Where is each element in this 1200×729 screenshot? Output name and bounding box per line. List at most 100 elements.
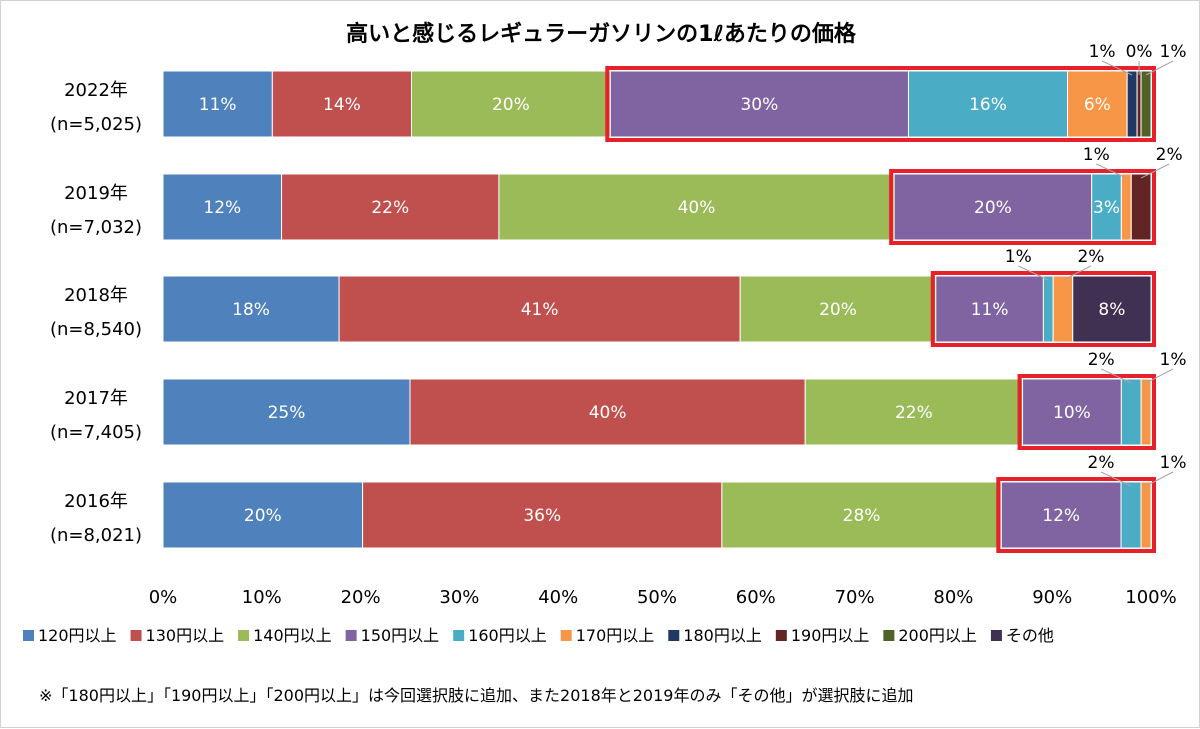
legend-swatch [130,630,142,641]
bar-segment [1140,70,1152,138]
legend: 120円以上 130円以上 140円以上 150円以上 160円以上 170円以上 180円… [23,626,1054,645]
leader-line [1101,60,1133,76]
bar-data-label: 10% [1053,403,1091,423]
category-n-label: (n=8,021) [50,525,142,546]
legend-swatch [345,630,357,641]
bar-data-label-outside: 1% [1089,42,1116,62]
bar-data-label-outside: 2% [1088,453,1115,473]
bar-data-label: 20% [974,198,1012,218]
legend-entry: 120円以上 [38,626,117,645]
bar-data-label: 8% [1098,300,1125,320]
legend-swatch [668,630,680,641]
bar-data-label-outside: 1% [1160,453,1187,473]
x-tick-label: 0% [149,587,178,608]
leader-line [1145,60,1174,76]
bar-segment [1136,70,1142,138]
bar-segment [1072,275,1152,343]
bar-segment [804,378,1024,446]
bar-segment [162,275,340,343]
bar-data-label: 6% [1084,95,1111,115]
bar-data-label: 20% [819,300,857,320]
bar-data-label: 3% [1093,198,1120,218]
leader-line [1096,163,1127,179]
legend-swatch [23,630,34,641]
x-tick-label: 70% [835,587,875,608]
x-axis-ticks: 0% 10% 20% 30% 40% 50% 60% 70% 80% 90% 100% [149,587,1177,608]
bar-data-label-outside: 1% [1005,247,1032,267]
bar-data-label-outside: 0% [1126,42,1153,62]
outside-labels: 1% 0% 1% 1% 2% 1% 2% 2% 1% 2% 1% [1005,42,1187,487]
legend-swatch [990,630,1002,641]
legend-entry: 200円以上 [898,626,977,645]
legend-entry: 140円以上 [253,626,332,645]
bar-segment [1126,70,1138,138]
leader-line [1140,163,1170,179]
bar-data-label: 12% [1042,506,1080,526]
bar-segment [1120,173,1132,241]
legend-swatch [238,630,250,641]
bar-data-label-outside: 1% [1083,145,1110,165]
legend-swatch [560,630,572,641]
bar-segment [1120,378,1142,446]
legend-entry: 180円以上 [683,626,762,645]
x-tick-label: 90% [1032,587,1072,608]
leader-line [1145,471,1174,487]
leader-line [1101,368,1132,384]
x-tick-label: 10% [242,587,282,608]
bar-segment [162,378,411,446]
bar-segment [410,70,611,138]
x-tick-label: 30% [439,587,479,608]
bar-segment [281,173,500,241]
bar-data-label: 12% [203,198,241,218]
footnote: ※「180円以上」「190円以上」「200円以上」は今回選択肢に追加、また201… [39,686,913,705]
bar-data-label: 22% [371,198,409,218]
bar-segment [162,173,283,241]
highlight-box [889,169,1156,245]
legend-entry: その他 [1006,626,1054,645]
leader-line [1018,265,1049,281]
category-year-label: 2018年 [64,285,128,306]
bar-data-label: 25% [268,403,306,423]
x-tick-label: 40% [538,587,578,608]
bar-segment [721,481,1002,549]
highlight-box [930,271,1156,347]
bar-data-label: 36% [523,506,561,526]
bar-data-label: 28% [843,506,881,526]
legend-entry: 190円以上 [791,626,870,645]
highlight-box [605,66,1156,142]
bar-segment [338,275,741,343]
bar-data-label: 20% [244,506,282,526]
category-n-label: (n=7,032) [50,217,142,238]
bar-data-label: 22% [895,403,933,423]
bar-data-label-outside: 2% [1156,145,1183,165]
category-year-label: 2022年 [64,80,128,101]
bar-data-label: 40% [678,198,716,218]
highlight-box [1017,374,1156,450]
legend-entry: 160円以上 [468,626,547,645]
bar-data-label: 11% [971,300,1009,320]
bars: 11% 14% 20% 30% 16% 6% 12% 22% 40% 20% 3% 18% 41% 20%… [162,70,1152,549]
bar-data-label: 40% [589,403,627,423]
bar-segment [271,70,412,138]
bar-segment [362,481,723,549]
category-n-label: (n=8,540) [50,319,142,340]
x-tick-label: 50% [637,587,677,608]
bar-segment [1130,173,1152,241]
bar-segment [409,378,806,446]
bar-segment [1120,481,1142,549]
legend-entry: 150円以上 [361,626,440,645]
category-year-label: 2019年 [64,183,128,204]
bar-segment [1022,378,1122,446]
category-year-label: 2016年 [64,491,128,512]
x-tick-label: 60% [736,587,776,608]
highlight-box [996,477,1157,553]
x-tick-label: 20% [341,587,381,608]
bar-segment [907,70,1069,138]
chart-title: 高いと感じるレギュラーガソリンの1ℓあたりの価格 [346,21,857,47]
category-n-label: (n=7,405) [50,422,142,443]
leader-line [1100,471,1132,487]
bar-segment [1140,481,1152,549]
bar-segment [162,481,364,549]
